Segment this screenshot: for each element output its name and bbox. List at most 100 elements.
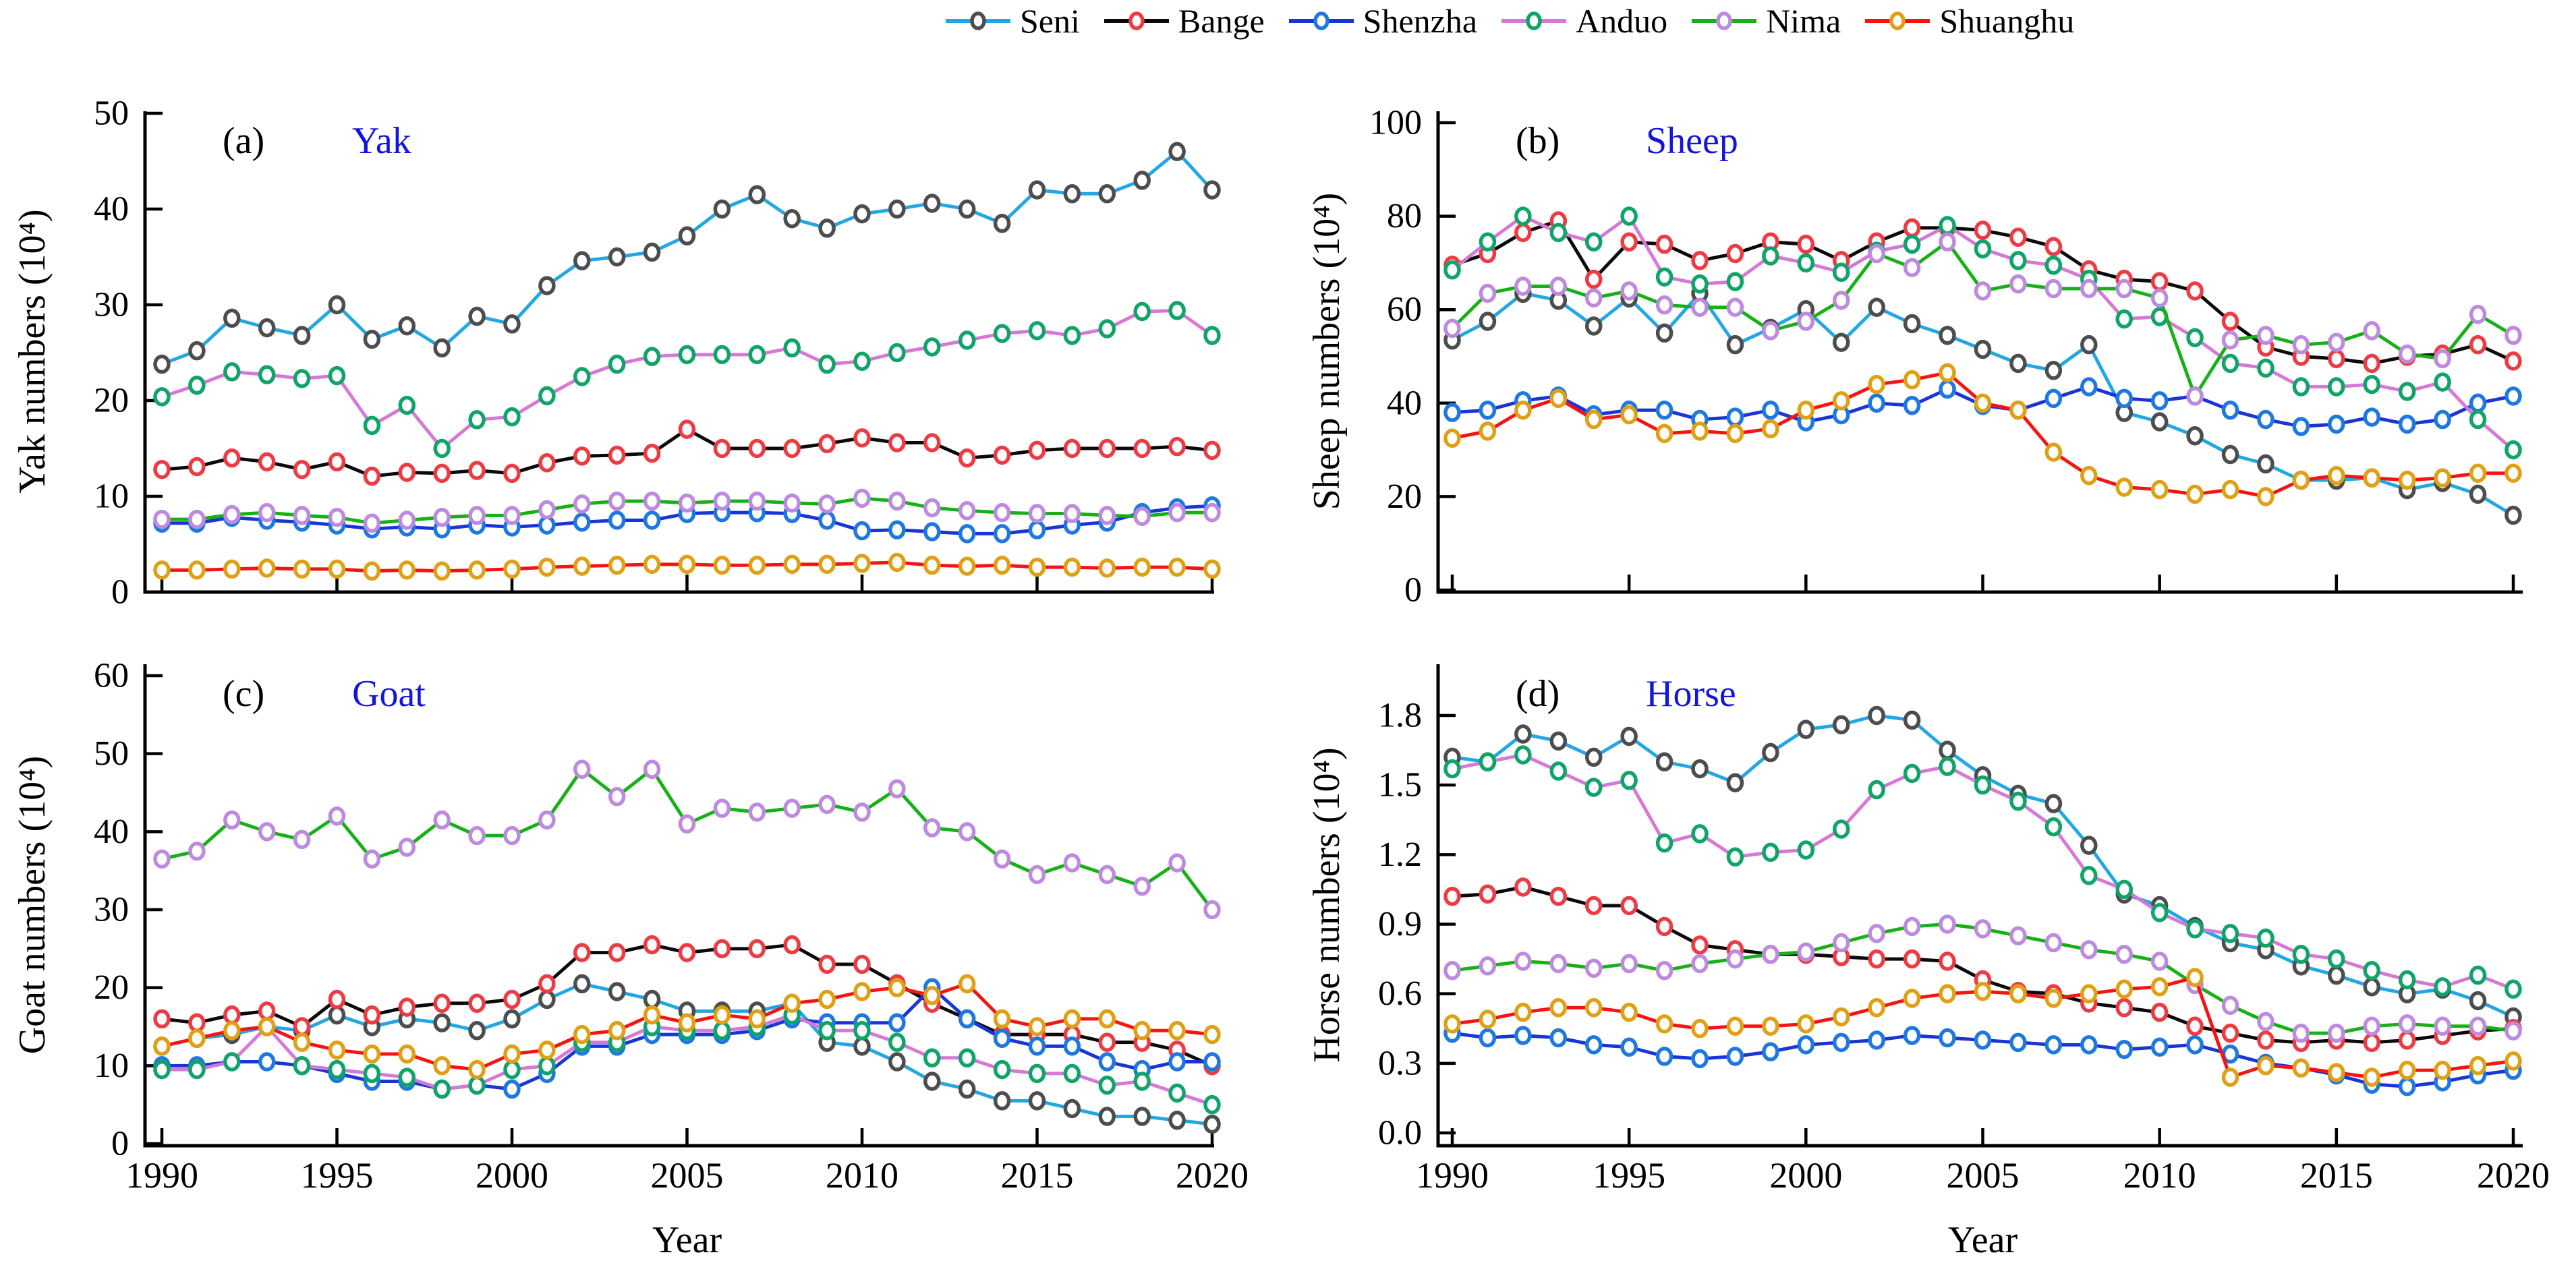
panel-c: 0 10 20 30 40 50 60 1990 1995 2000 2005 2010 2015 202… xyxy=(11,657,1249,1262)
x-tick-label: 2000 xyxy=(1769,1155,1842,1196)
y-tick-label: 40 xyxy=(94,190,129,229)
series-a-nima xyxy=(153,488,1221,533)
x-tick-label: 2010 xyxy=(2123,1155,2196,1196)
series-markers xyxy=(1443,914,2522,1043)
x-tick-label: 2005 xyxy=(651,1155,724,1196)
axis-spines xyxy=(1436,111,2523,594)
series-markers xyxy=(1443,232,2522,406)
series-a-anduo xyxy=(153,301,1221,459)
series-line xyxy=(1452,371,2513,498)
panel-letter: (a) xyxy=(223,120,264,162)
x-tick-label: 1990 xyxy=(1416,1155,1489,1196)
legend-item-seni: Seni xyxy=(944,4,1080,38)
y-tick-label: 40 xyxy=(1387,384,1422,422)
y-tick-label: 10 xyxy=(94,1047,129,1085)
y-tick-label: 0 xyxy=(1404,571,1422,610)
y-tick-label: 50 xyxy=(94,94,129,133)
y-axis-ticks: 0 20 40 60 80 100 xyxy=(1369,104,1456,610)
series-markers xyxy=(1443,363,2522,506)
series-d-shenzha xyxy=(1443,1023,2522,1096)
panel-title: Sheep xyxy=(1646,120,1738,162)
x-axis-label: Year xyxy=(652,1219,722,1261)
series-line xyxy=(1451,240,2515,398)
y-tick-label: 0 xyxy=(111,1125,129,1163)
x-tick-label: 2010 xyxy=(826,1155,898,1196)
legend-marker-icon xyxy=(1501,11,1567,30)
panel-letter: (b) xyxy=(1516,120,1559,162)
legend: Seni Bange Shenzha Anduo Nima Shuanghu xyxy=(944,4,2074,38)
y-tick-label: 20 xyxy=(94,382,129,420)
y-tick-label: 30 xyxy=(94,286,129,324)
series-markers xyxy=(1443,206,2522,460)
x-axis-ticks xyxy=(160,575,1214,591)
series-markers xyxy=(153,974,1221,1080)
y-tick-label: 1.8 xyxy=(1378,697,1422,735)
panel-a: 0 10 20 30 40 50 Yak numbers (10⁴) (a) Yak xyxy=(11,94,1221,612)
y-tick-label: 0.3 xyxy=(1378,1044,1422,1082)
axis-spines xyxy=(143,664,1214,1148)
panel-title: Goat xyxy=(352,673,426,715)
legend-label: Bange xyxy=(1178,2,1265,40)
series-b-nima xyxy=(1443,232,2522,406)
x-tick-label: 2020 xyxy=(1176,1155,1249,1196)
legend-marker-icon xyxy=(1865,11,1930,30)
y-axis-ticks: 0.0 0.3 0.6 0.9 1.2 1.5 1.8 xyxy=(1378,697,1456,1152)
y-tick-label: 60 xyxy=(1387,291,1422,329)
y-tick-label: 80 xyxy=(1387,197,1422,235)
y-tick-label: 0.0 xyxy=(1378,1114,1422,1152)
panel-d: 0.0 0.3 0.6 0.9 1.2 1.5 1.8 1990 1995 2000 2005 201… xyxy=(1306,664,2550,1261)
y-tick-label: 0.6 xyxy=(1378,974,1422,1013)
x-tick-label: 2015 xyxy=(2300,1155,2373,1196)
series-markers xyxy=(153,488,1221,533)
y-tick-label: 0.9 xyxy=(1378,905,1422,943)
series-markers xyxy=(153,552,1221,581)
series-markers xyxy=(153,974,1221,1134)
axis-spines xyxy=(1436,664,2523,1148)
x-tick-label: 2020 xyxy=(2477,1155,2550,1196)
legend-label: Anduo xyxy=(1576,2,1668,40)
legend-marker-icon xyxy=(1104,11,1169,30)
series-markers xyxy=(153,759,1221,920)
series-a-shuanghu xyxy=(153,552,1221,581)
y-axis-label: Goat numbers (10⁴) xyxy=(11,756,53,1055)
x-tick-label: 1995 xyxy=(301,1155,374,1196)
legend-label: Shuanghu xyxy=(1939,2,2075,40)
legend-marker-icon xyxy=(1288,11,1354,30)
legend-label: Seni xyxy=(1020,2,1080,40)
legend-item-shenzha: Shenzha xyxy=(1288,4,1477,38)
series-line xyxy=(161,767,1214,911)
panel-letter: (d) xyxy=(1516,673,1559,715)
legend-marker-icon xyxy=(946,11,1010,30)
x-tick-label: 2005 xyxy=(1947,1155,2020,1196)
legend-item-anduo: Anduo xyxy=(1500,4,1667,38)
axis-spines xyxy=(143,111,1214,594)
series-markers xyxy=(153,419,1221,486)
legend-label: Nima xyxy=(1766,2,1841,40)
series-a-seni xyxy=(153,142,1221,374)
y-tick-label: 0 xyxy=(111,573,129,612)
y-axis-label: Horse numbers (10⁴) xyxy=(1306,747,1348,1062)
y-tick-label: 100 xyxy=(1369,104,1422,142)
series-a-bange xyxy=(153,419,1221,486)
x-tick-label: 2000 xyxy=(476,1155,548,1196)
y-axis-label: Sheep numbers (10⁴) xyxy=(1306,193,1348,510)
y-tick-label: 40 xyxy=(94,813,129,851)
series-c-seni xyxy=(153,974,1221,1134)
y-tick-label: 60 xyxy=(94,657,129,695)
panel-letter: (c) xyxy=(223,673,264,715)
y-tick-label: 1.5 xyxy=(1378,766,1422,804)
series-c-nima xyxy=(153,759,1221,920)
y-axis-ticks: 0 10 20 30 40 50 60 xyxy=(94,657,163,1163)
series-markers xyxy=(1443,745,2522,999)
x-axis-ticks: 1990 1995 2000 2005 2010 2015 2020 xyxy=(125,1128,1249,1196)
legend-item-bange: Bange xyxy=(1103,4,1265,38)
series-markers xyxy=(153,301,1221,459)
series-c-shuanghu xyxy=(153,974,1221,1080)
x-tick-label: 2015 xyxy=(1001,1155,1074,1196)
series-d-shuanghu xyxy=(1443,968,2522,1087)
y-tick-label: 20 xyxy=(1387,477,1422,516)
legend-marker-icon xyxy=(1692,11,1757,30)
legend-label: Shenzha xyxy=(1363,2,1478,40)
